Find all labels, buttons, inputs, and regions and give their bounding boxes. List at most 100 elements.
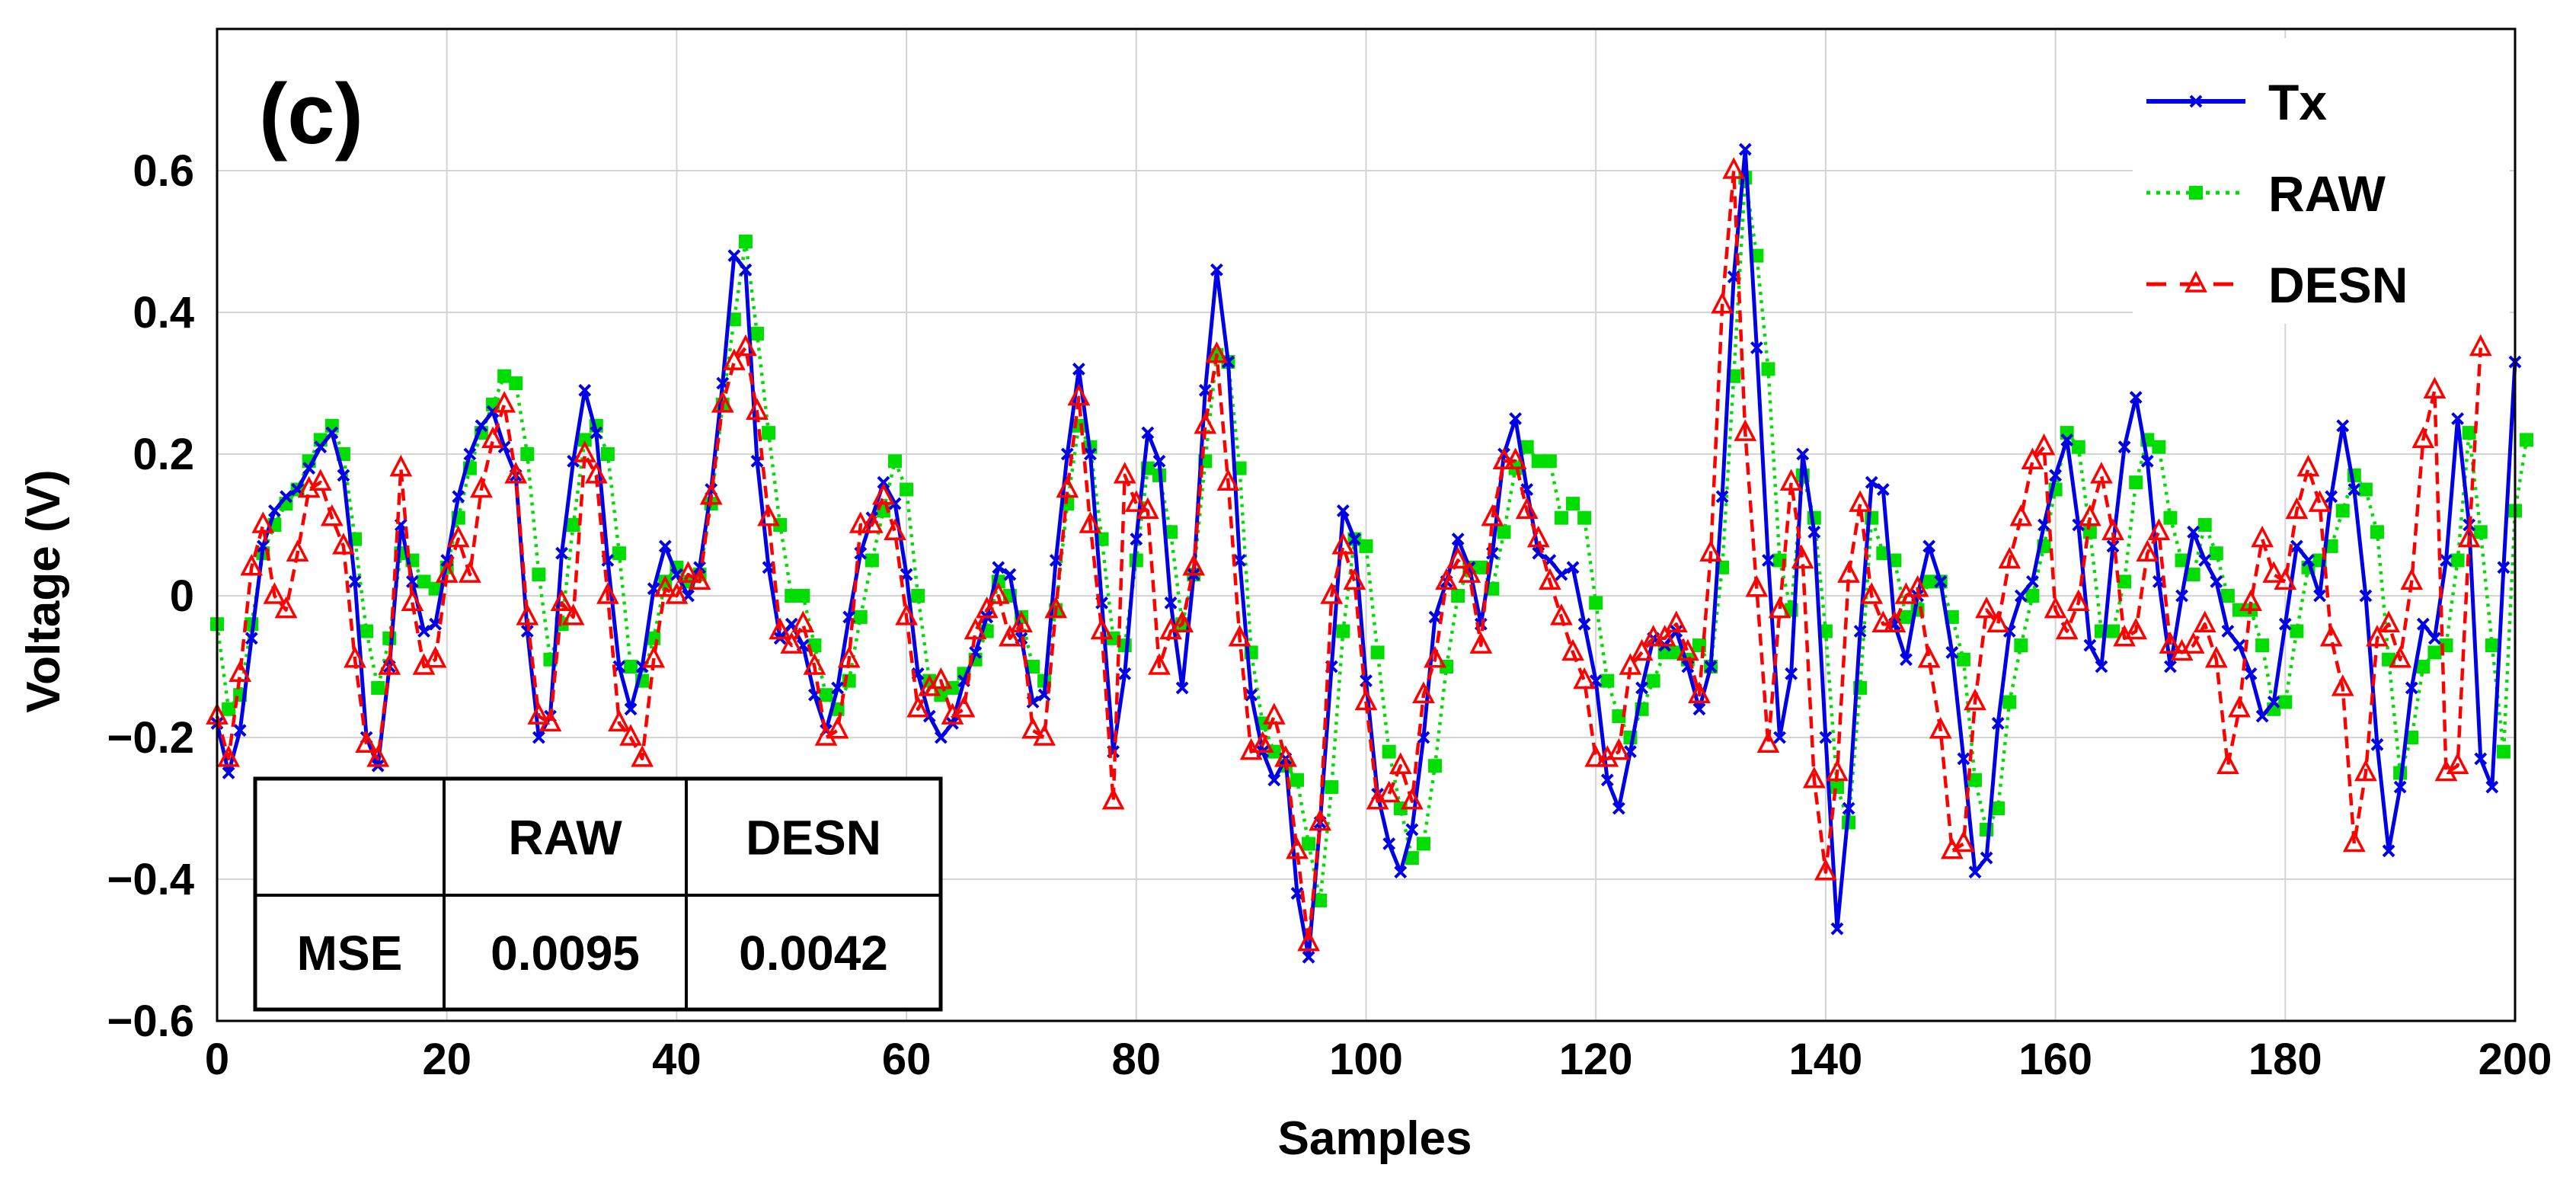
point-desn [1148,653,1171,675]
point-tx [1267,773,1281,787]
point-raw [2496,744,2510,759]
legend-label-raw: RAW [2268,165,2386,222]
point-desn [2285,497,2309,520]
point-raw [2209,546,2223,561]
point-desn [320,504,344,526]
point-desn [1722,157,1746,179]
legend-label-desn: DESN [2268,257,2408,313]
point-desn [1653,625,1676,647]
x-tick-label: 20 [422,1035,471,1084]
point-raw [417,574,431,589]
point-desn [1526,525,1550,548]
point-raw [1761,362,1775,376]
point-desn [493,391,516,413]
point-tx [532,731,545,744]
series-desn [206,157,2492,952]
point-tx [2278,617,2292,631]
point-raw [888,454,903,469]
point-desn [1389,752,1412,774]
point-desn [1826,759,1849,782]
point-desn [1664,610,1688,632]
point-tx [1003,568,1017,581]
point-tx [325,426,339,440]
point-raw [1899,609,1913,624]
point-desn [1584,745,1608,767]
point-tx [739,263,753,277]
point-desn [1641,625,1665,647]
point-desn [344,645,366,668]
point-tx [1612,801,1625,815]
point-tx [1130,533,1143,546]
point-desn [1424,645,1446,668]
plot-frame [216,27,2517,1022]
point-tx [1245,688,1258,702]
point-desn [1849,490,1872,512]
point-desn [803,653,826,675]
point-desn [2296,454,2320,477]
point-desn [1619,653,1642,675]
point-desn [458,561,481,583]
point-desn [2319,625,2343,647]
point-desn [1986,610,2010,632]
point-tx [2210,574,2223,588]
point-raw [1428,759,1443,773]
point-desn [1929,716,1952,739]
point-desn [2147,518,2171,541]
point-desn [516,603,539,625]
table-cell: 0.0095 [491,926,640,981]
point-tx [1934,574,1948,588]
x-tick-label: 140 [1789,1035,1863,1084]
point-raw [509,376,523,390]
point-raw [796,589,810,603]
point-tx [2014,589,2028,603]
point-desn [2331,674,2354,696]
point-desn [1228,625,1251,647]
point-desn [1458,561,1481,583]
point-tx [1394,865,1408,879]
point-raw [2060,426,2074,440]
point-tx [2083,638,2097,652]
point-tx [1233,554,1246,567]
point-tx [1738,142,1752,156]
point-raw [1497,525,1511,539]
point-desn [688,568,711,590]
point-tx [578,383,592,397]
point-desn [435,561,459,583]
point-tx [1704,660,1718,673]
point-desn [1538,568,1561,590]
point-desn [929,667,953,689]
point-desn [1343,568,1366,590]
point-desn [2136,539,2159,562]
point-tx [1566,561,1580,574]
point-tx [555,546,568,560]
point-raw [2520,433,2534,447]
point-raw [1370,645,1385,660]
point-raw [520,447,535,461]
series-line-desn [215,168,2482,945]
point-raw [1542,454,1557,469]
point-desn [1676,638,1699,661]
point-desn [1010,610,1033,632]
point-desn [975,596,999,619]
point-tx [1348,533,1361,546]
point-desn [734,334,757,357]
point-raw [1991,801,2006,815]
point-desn [1630,638,1654,661]
table-cell: MSE [297,926,403,981]
point-raw [1922,574,1936,589]
point-desn [229,660,252,683]
point-desn [1837,561,1860,583]
series-layer [206,142,2534,964]
point-raw [566,518,580,532]
point-tx [2393,780,2407,794]
point-tx [2370,737,2384,751]
point-desn [355,731,378,753]
point-desn [2446,752,2469,774]
point-desn [2354,759,2377,782]
point-tx [2026,574,2039,588]
x-tick-label: 100 [1329,1035,1403,1084]
point-tx [1842,801,1855,815]
point-desn [2159,632,2182,654]
point-desn [699,483,723,505]
